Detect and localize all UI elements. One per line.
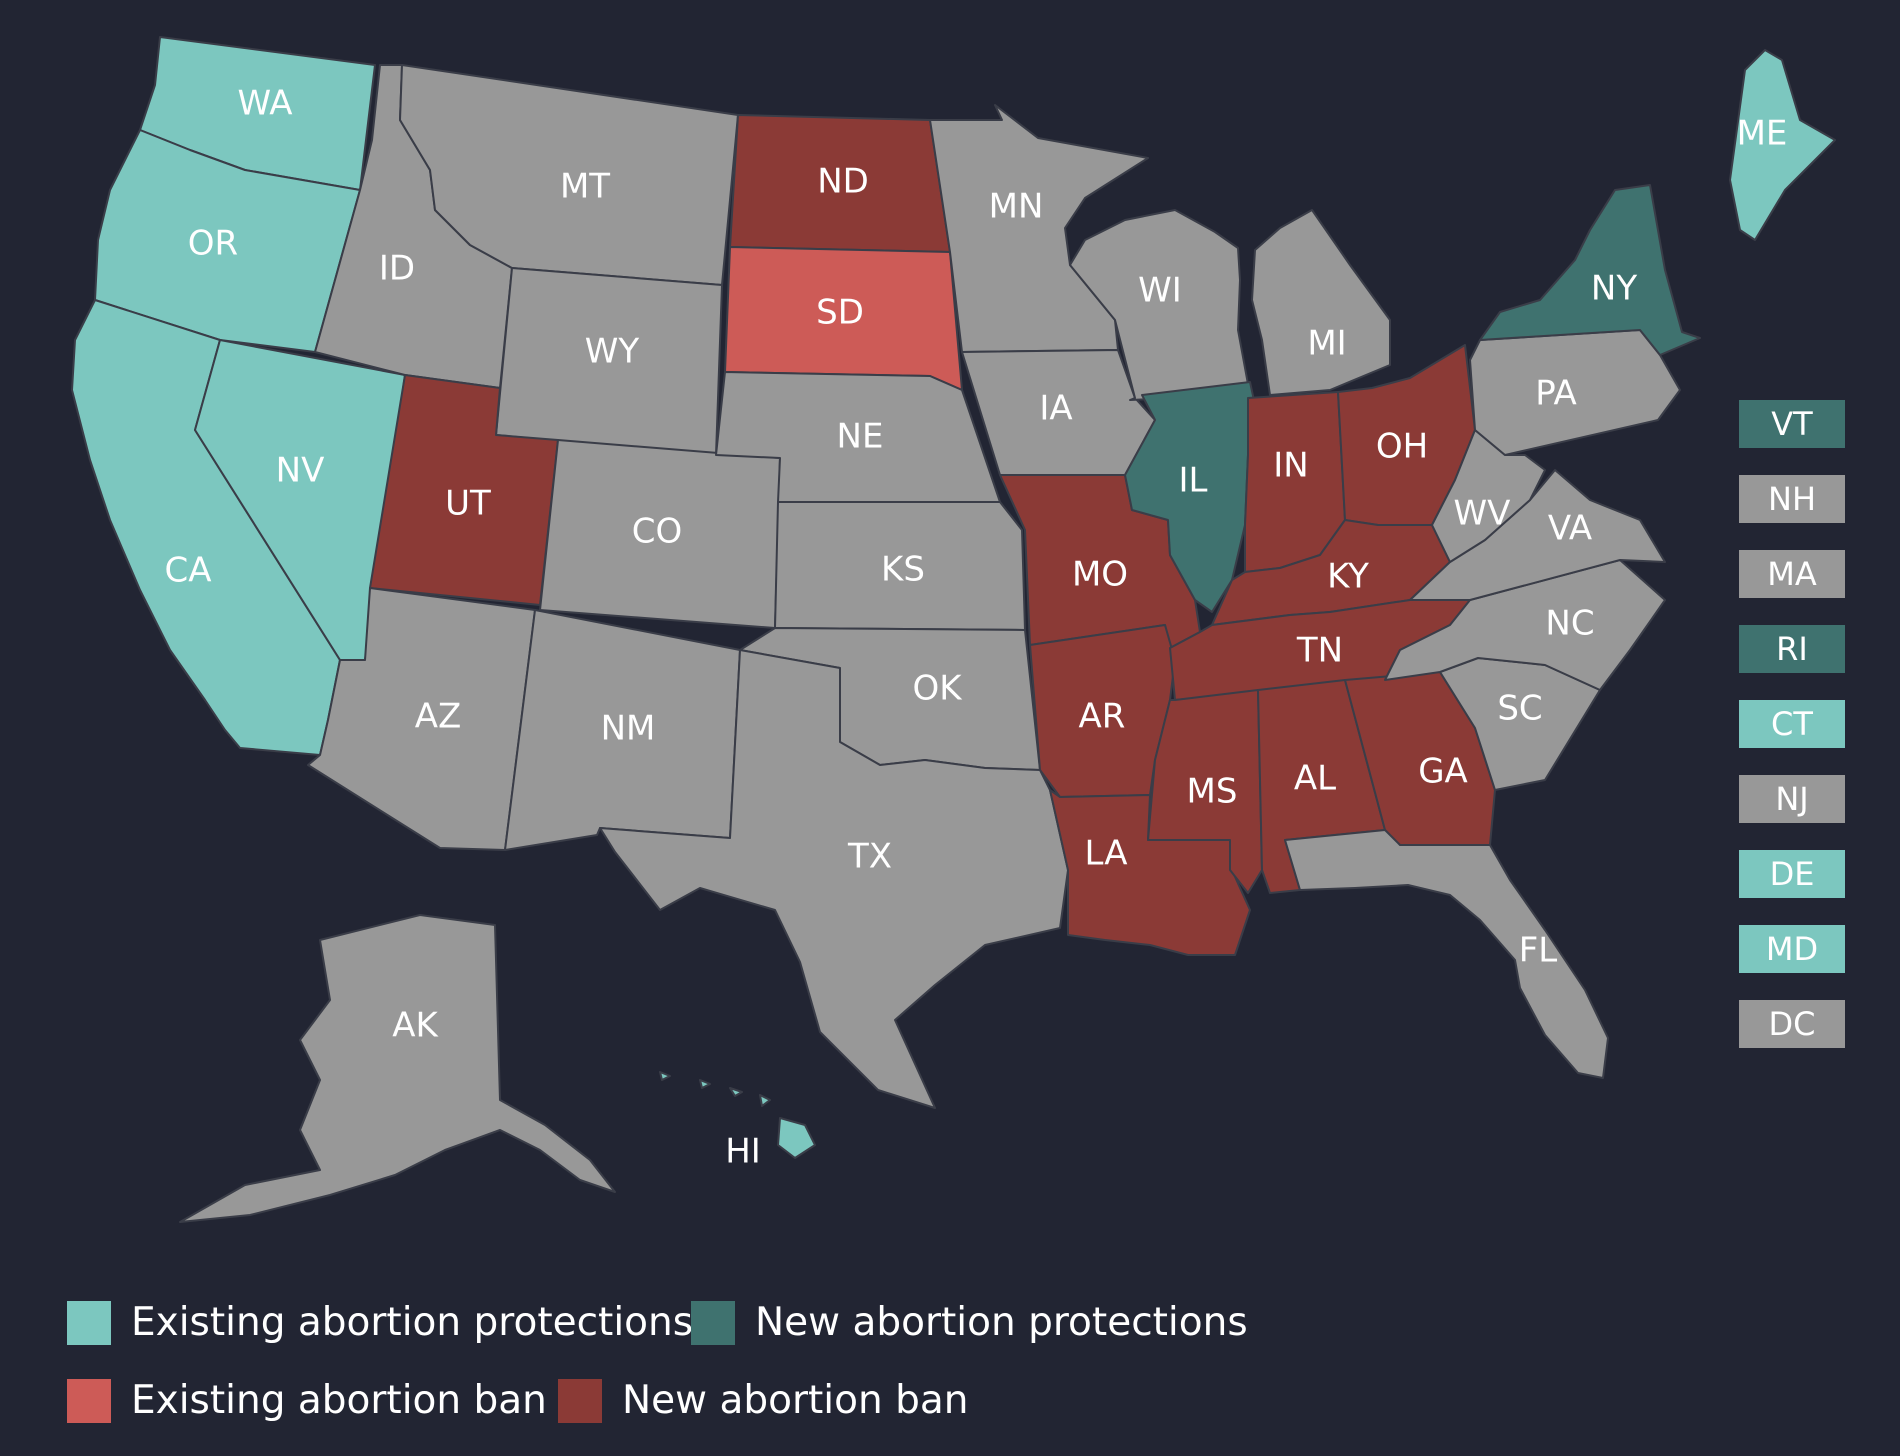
state-label-or: OR: [188, 224, 238, 264]
state-label-sc: SC: [1497, 689, 1542, 729]
state-label-hi: HI: [725, 1132, 761, 1172]
state-label-nv: NV: [276, 451, 325, 491]
state-label-co: CO: [632, 512, 683, 552]
state-label-il: IL: [1179, 461, 1208, 501]
small-state-box-md: MD: [1739, 925, 1845, 973]
state-label-ut: UT: [445, 484, 491, 524]
small-state-box-ct: CT: [1739, 700, 1845, 748]
state-shape-wv: [1431, 429, 1546, 563]
legend-swatch-new-protection: [691, 1301, 735, 1345]
state-label-mi: MI: [1307, 324, 1346, 364]
state-label-nm: NM: [601, 709, 656, 749]
state-label-ar: AR: [1079, 697, 1126, 737]
small-state-box-ri: RI: [1739, 625, 1845, 673]
state-shape-hi: [659, 1071, 816, 1159]
state-label-ne: NE: [837, 417, 884, 457]
state-label-az: AZ: [415, 697, 462, 737]
state-label-al: AL: [1294, 759, 1336, 799]
small-state-box-nj: NJ: [1739, 775, 1845, 823]
state-label-tx: TX: [847, 837, 892, 877]
state-label-ks: KS: [881, 550, 925, 590]
state-label-ak: AK: [392, 1006, 439, 1046]
state-label-me: ME: [1737, 114, 1788, 154]
state-label-wv: WV: [1454, 494, 1511, 534]
state-shape-ny: [1479, 184, 1701, 356]
state-shape-nc: [1384, 559, 1666, 691]
state-label-ms: MS: [1187, 772, 1238, 812]
state-label-mn: MN: [989, 187, 1044, 227]
state-label-mt: MT: [560, 167, 610, 207]
state-label-wi: WI: [1138, 271, 1182, 311]
state-shape-mt: [399, 64, 739, 286]
legend-swatch-new-ban: [558, 1379, 602, 1423]
state-label-wy: WY: [585, 332, 640, 372]
state-label-fl: FL: [1519, 931, 1558, 971]
state-shape-ak: [179, 914, 616, 1223]
state-shape-mi: [1251, 209, 1391, 396]
state-label-ny: NY: [1591, 269, 1637, 309]
state-label-nc: NC: [1545, 604, 1594, 644]
small-state-box-vt: VT: [1739, 400, 1845, 448]
state-label-ky: KY: [1327, 557, 1369, 597]
state-shape-wi: [1069, 209, 1251, 401]
state-label-pa: PA: [1535, 374, 1577, 414]
state-label-la: LA: [1085, 834, 1128, 874]
state-label-nd: ND: [817, 162, 869, 202]
legend-label-new-protection: New abortion protections: [755, 1300, 1248, 1345]
small-state-box-dc: DC: [1739, 1000, 1845, 1048]
small-state-box-ma: MA: [1739, 550, 1845, 598]
state-label-sd: SD: [816, 293, 864, 333]
legend-label-existing-protection: Existing abortion protections: [131, 1300, 694, 1345]
state-label-ga: GA: [1418, 752, 1468, 792]
state-label-wa: WA: [237, 84, 292, 124]
state-label-oh: OH: [1376, 427, 1428, 467]
legend-swatch-existing-protection: [67, 1301, 111, 1345]
state-shape-tx: [599, 649, 1069, 1109]
state-label-mo: MO: [1072, 555, 1128, 595]
legend-swatch-existing-ban: [67, 1379, 111, 1423]
state-label-ca: CA: [165, 551, 212, 591]
legend-label-new-ban: New abortion ban: [622, 1378, 969, 1423]
state-label-tn: TN: [1296, 631, 1343, 671]
state-label-ia: IA: [1039, 389, 1072, 429]
state-label-in: IN: [1273, 446, 1308, 486]
state-label-id: ID: [379, 249, 415, 289]
state-label-ok: OK: [912, 669, 963, 709]
state-shape-ks: [774, 501, 1026, 631]
state-label-va: VA: [1548, 509, 1592, 549]
small-state-box-de: DE: [1739, 850, 1845, 898]
state-shape-me: [1729, 49, 1836, 241]
small-state-box-nh: NH: [1739, 475, 1845, 523]
state-shape-fl: [1284, 829, 1609, 1079]
legend-label-existing-ban: Existing abortion ban: [131, 1378, 547, 1423]
